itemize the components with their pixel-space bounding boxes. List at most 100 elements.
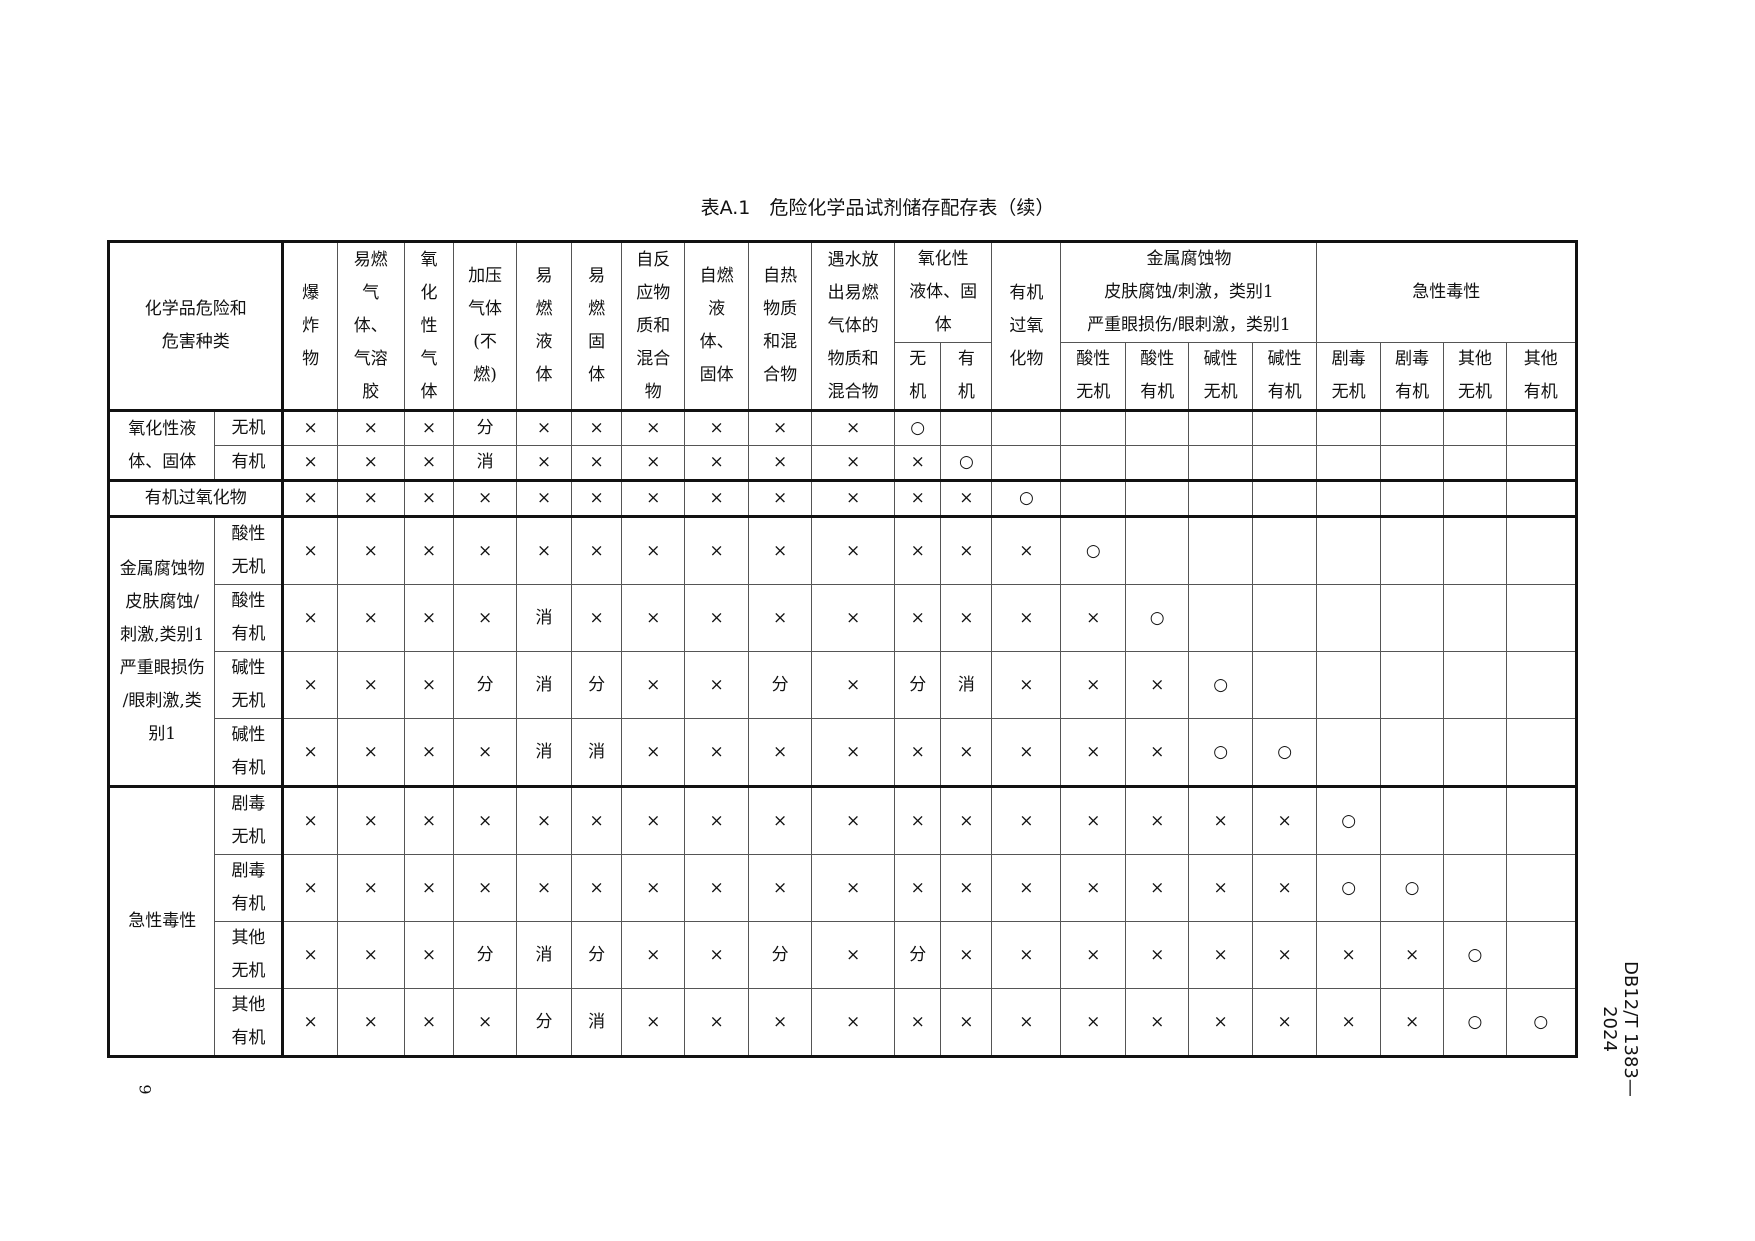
- compatibility-cell: ×: [453, 584, 517, 652]
- compatibility-cell: ×: [282, 786, 338, 855]
- compatibility-cell: [1316, 584, 1381, 652]
- compatibility-cell: [1060, 410, 1127, 446]
- compatibility-cell: ×: [336, 854, 405, 922]
- table-row: 其他 有机 × × × × 分消 × × × × × × × × × × × × × ○ ○: [109, 988, 1578, 1057]
- col-header-highly-toxic-organic: 剧毒 有机: [1379, 342, 1445, 412]
- compatibility-cell: ×: [282, 854, 338, 922]
- table-row: 碱性 无机 × × × 分消分 × × 分 × 分消 × × × ○: [109, 651, 1578, 719]
- compatibility-cell: ×: [453, 516, 517, 585]
- compatibility-cell: ×: [684, 651, 749, 719]
- row-header-organic-peroxide: 有机过氧化物: [107, 480, 285, 518]
- compatibility-cell: [1443, 480, 1507, 518]
- compatibility-cell: ×: [684, 584, 749, 652]
- compatibility-cell: [1379, 584, 1445, 652]
- compatibility-cell: ×: [336, 584, 405, 652]
- compatibility-cell: ×: [336, 921, 405, 989]
- compatibility-cell: ×: [684, 480, 749, 518]
- compatibility-cell: ×: [893, 480, 942, 518]
- compatibility-cell: [1505, 854, 1578, 922]
- compatibility-cell: [1379, 480, 1445, 518]
- compatibility-cell: ×: [453, 854, 517, 922]
- compatibility-cell: [991, 410, 1062, 446]
- col-header-other-toxic-inorganic: 其他 无机: [1443, 342, 1507, 412]
- compatibility-cell: ×: [893, 718, 942, 788]
- compatibility-cell: ×: [1125, 854, 1190, 922]
- compatibility-cell: 分: [453, 651, 517, 719]
- row-subheader: 碱性 无机: [214, 651, 285, 719]
- compatibility-cell: ×: [747, 445, 813, 482]
- compatibility-cell: ×: [621, 854, 686, 922]
- compatibility-cell: ×: [747, 410, 813, 446]
- compatibility-cell: [1505, 921, 1578, 989]
- compatibility-cell: [1316, 480, 1381, 518]
- row-group-oxidizing: 氧化性液 体、固体: [107, 410, 216, 482]
- table-row: 急性毒性 剧毒 无机 × × × × × × × × × × × × × × × × × ○: [107, 786, 1578, 1057]
- compatibility-cell: [1443, 445, 1507, 482]
- col-header-oxidizing-organic: 有 机: [940, 342, 993, 412]
- compatibility-cell: [1505, 410, 1578, 446]
- compatibility-cell: ×: [1060, 651, 1127, 719]
- row-subheader: 酸性 有机: [214, 584, 285, 652]
- compatibility-cell: ×: [336, 718, 405, 788]
- compatibility-cell: ○: [1316, 854, 1381, 922]
- compatibility-cell: ×: [940, 584, 993, 652]
- compatibility-cell: 分: [893, 921, 942, 989]
- compatibility-cell: ×: [282, 445, 338, 482]
- col-header-pressurized-gas: 加压 气体 (不 燃): [453, 241, 517, 412]
- compatibility-cell: ×: [991, 651, 1062, 719]
- compatibility-cell: [1125, 410, 1190, 446]
- compatibility-cell: ×: [571, 584, 623, 652]
- compatibility-cell: ×: [336, 480, 405, 518]
- compatibility-cell: [1316, 445, 1381, 482]
- compatibility-cell: ×: [1251, 854, 1318, 922]
- compatibility-cell: ×: [571, 516, 623, 585]
- compatibility-cell: ×: [453, 480, 517, 518]
- compatibility-cell: ×: [336, 651, 405, 719]
- compatibility-cell: ×: [1316, 921, 1381, 989]
- compatibility-cell: ×: [1060, 718, 1127, 788]
- compatibility-cell: ×: [811, 445, 895, 482]
- row-group-corrosive: 金属腐蚀物 皮肤腐蚀/ 刺激,类别1 严重眼损伤 /眼刺激,类 别1: [107, 516, 216, 788]
- col-header-self-reactive: 自反 应物 质和 混合 物: [621, 241, 686, 412]
- compatibility-cell: ○: [1251, 718, 1318, 788]
- compatibility-cell: [1251, 651, 1318, 719]
- compatibility-cell: ×: [515, 854, 573, 922]
- table-row: 碱性 有机 × × × × 消消 × × × × × × × × × ○ ○: [109, 718, 1578, 788]
- compatibility-cell: [1379, 410, 1445, 446]
- compatibility-cell: ○: [1505, 988, 1578, 1057]
- row-subheader: 酸性 无机: [214, 516, 285, 585]
- compatibility-cell: ×: [336, 988, 405, 1057]
- compatibility-cell: ×: [403, 584, 455, 652]
- compatibility-cell: 消: [515, 651, 573, 719]
- compatibility-cell: ×: [811, 410, 895, 446]
- compatibility-cell: ×: [940, 786, 993, 855]
- compatibility-cell: ×: [684, 516, 749, 585]
- compatibility-cell: ×: [1060, 921, 1127, 989]
- compatibility-cell: ×: [940, 921, 993, 989]
- col-header-acute-toxic: 急性毒性: [1316, 241, 1577, 343]
- compatibility-cell: ×: [403, 410, 455, 446]
- compatibility-cell: [1251, 480, 1318, 518]
- compatibility-cell: ○: [940, 445, 993, 482]
- compatibility-cell: ×: [571, 410, 623, 446]
- compatibility-cell: ×: [811, 718, 895, 788]
- compatibility-cell: [1316, 516, 1381, 585]
- compatibility-cell: ×: [811, 651, 895, 719]
- compatibility-cell: ×: [336, 410, 405, 446]
- compatibility-cell: 分: [893, 651, 942, 719]
- compatibility-cell: ×: [991, 516, 1062, 585]
- col-header-acid-organic: 酸性 有机: [1125, 342, 1190, 412]
- compatibility-cell: 消: [571, 988, 623, 1057]
- compatibility-cell: ×: [811, 921, 895, 989]
- compatibility-cell: [1316, 718, 1381, 788]
- compatibility-cell: ×: [684, 921, 749, 989]
- compatibility-cell: ×: [571, 854, 623, 922]
- compatibility-cell: ×: [1060, 854, 1127, 922]
- compatibility-cell: [1060, 445, 1127, 482]
- compatibility-cell: ×: [991, 718, 1062, 788]
- col-header-corrosive: 金属腐蚀物 皮肤腐蚀/刺激，类别1 严重眼损伤/眼刺激，类别1: [1060, 241, 1318, 343]
- compatibility-cell: ×: [811, 516, 895, 585]
- col-header-water-reactive: 遇水放 出易燃 气体的 物质和 混合物: [811, 241, 895, 412]
- compatibility-cell: ×: [282, 584, 338, 652]
- row-group-toxic: 急性毒性: [107, 786, 216, 1057]
